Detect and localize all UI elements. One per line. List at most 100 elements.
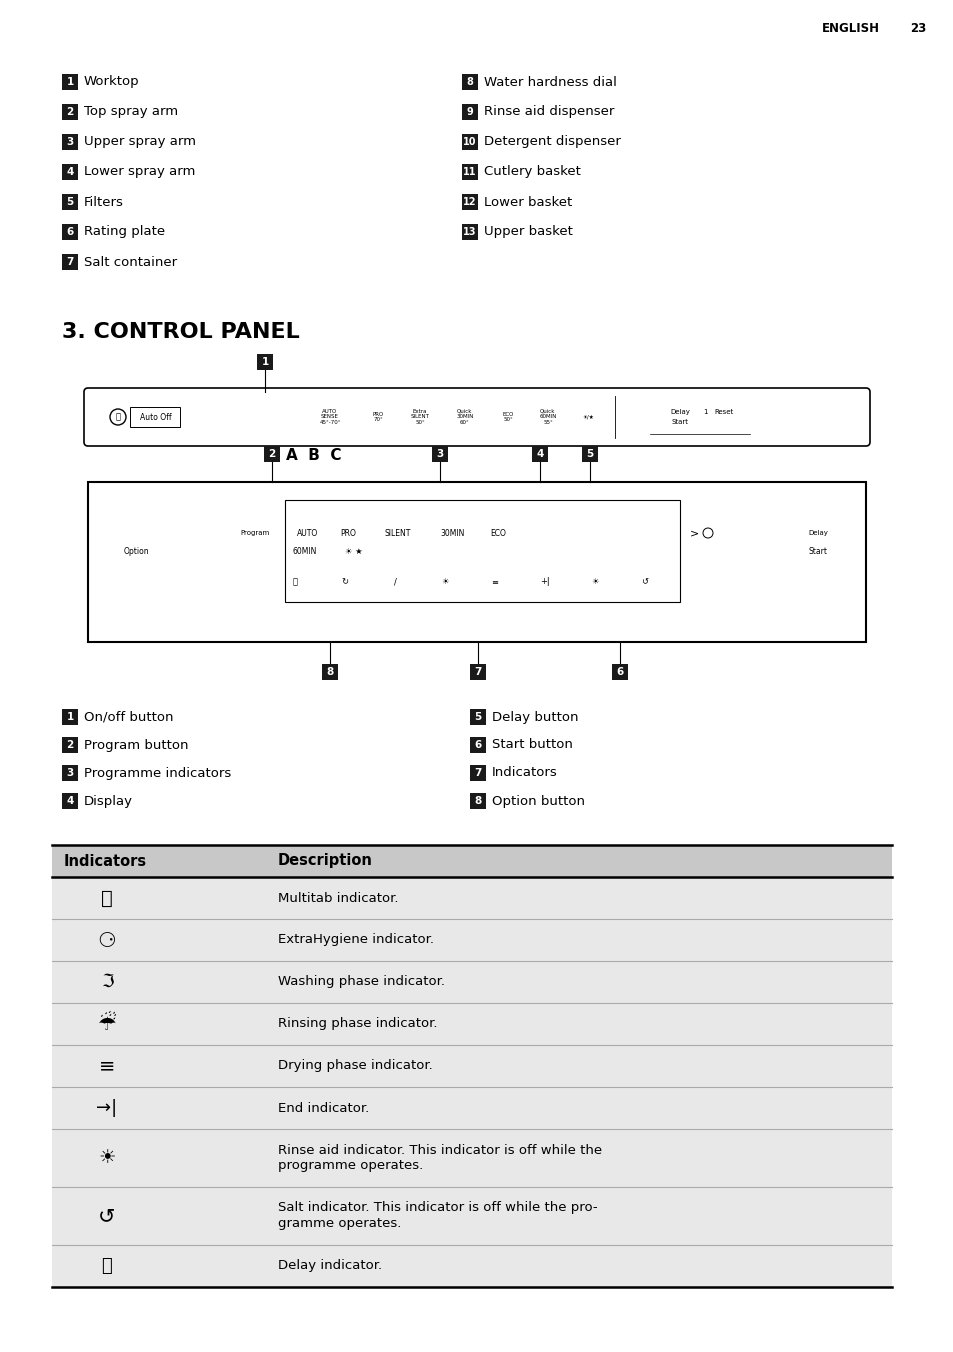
Text: Delay indicator.: Delay indicator. [277, 1260, 382, 1272]
Bar [461, 224, 477, 241]
Bar [322, 664, 337, 680]
Text: Salt indicator. This indicator is off while the pro-: Salt indicator. This indicator is off wh… [277, 1202, 597, 1214]
Text: Detergent dispenser: Detergent dispenser [483, 135, 620, 149]
Text: 23: 23 [909, 22, 925, 35]
Text: 9: 9 [466, 107, 473, 118]
Bar [62, 708, 78, 725]
Text: 6: 6 [616, 667, 623, 677]
Text: ☀/★: ☀/★ [581, 415, 593, 419]
Text: →|: →| [96, 1099, 117, 1117]
Bar [470, 664, 485, 680]
Bar [461, 134, 477, 150]
Text: SILENT: SILENT [385, 529, 411, 538]
Bar [52, 1129, 891, 1187]
Bar [470, 708, 485, 725]
Bar [62, 224, 78, 241]
Bar [461, 74, 477, 91]
Text: On/off button: On/off button [84, 711, 173, 723]
Bar [52, 1245, 891, 1287]
Text: programme operates.: programme operates. [277, 1160, 423, 1172]
Bar [62, 794, 78, 808]
Text: 3: 3 [436, 449, 443, 458]
Bar [62, 193, 78, 210]
Text: 7: 7 [67, 257, 73, 266]
Text: ☀ ★: ☀ ★ [345, 546, 362, 556]
Text: Indicators: Indicators [492, 767, 558, 780]
Bar [52, 961, 891, 1003]
Bar [264, 446, 280, 462]
Text: ⚆: ⚆ [97, 930, 116, 950]
Text: AUTO
SENSE
45°-70°: AUTO SENSE 45°-70° [319, 408, 340, 426]
Text: ☀: ☀ [591, 577, 598, 587]
Text: Option: Option [123, 546, 149, 556]
Text: ℑ: ℑ [101, 973, 113, 991]
Text: Indicators: Indicators [64, 853, 147, 868]
Text: 3: 3 [67, 137, 73, 147]
Text: 5: 5 [474, 713, 481, 722]
Text: 30MIN: 30MIN [439, 529, 464, 538]
Text: Upper spray arm: Upper spray arm [84, 135, 195, 149]
Text: /: / [394, 577, 396, 587]
Text: Worktop: Worktop [84, 76, 139, 88]
Text: Description: Description [277, 853, 373, 868]
Text: 2: 2 [67, 107, 73, 118]
Bar [581, 446, 598, 462]
Bar [62, 134, 78, 150]
Bar [52, 1087, 891, 1129]
Text: Extra
SILENT
50°: Extra SILENT 50° [410, 408, 429, 426]
Text: ☔: ☔ [97, 1014, 116, 1034]
Text: Display: Display [84, 795, 132, 807]
Text: 6: 6 [67, 227, 73, 237]
Text: 5: 5 [67, 197, 73, 207]
Text: 10: 10 [463, 137, 476, 147]
Text: Washing phase indicator.: Washing phase indicator. [277, 976, 444, 988]
Text: Rinse aid dispenser: Rinse aid dispenser [483, 105, 614, 119]
Text: 1: 1 [261, 357, 269, 366]
Text: Program: Program [240, 530, 270, 535]
Bar [62, 104, 78, 120]
Bar [62, 737, 78, 753]
Text: Start: Start [671, 419, 688, 425]
Bar [52, 1045, 891, 1087]
Text: Lower spray arm: Lower spray arm [84, 165, 195, 178]
Bar [532, 446, 547, 462]
Text: Auto Off: Auto Off [140, 412, 172, 422]
Text: 5: 5 [586, 449, 593, 458]
Text: 11: 11 [463, 168, 476, 177]
Text: 8: 8 [474, 796, 481, 806]
Bar [470, 794, 485, 808]
Text: Reset: Reset [713, 410, 733, 415]
Bar [470, 765, 485, 781]
Text: 12: 12 [463, 197, 476, 207]
Text: ECO
50°: ECO 50° [502, 411, 513, 422]
Text: 7: 7 [474, 667, 481, 677]
Text: Salt container: Salt container [84, 256, 177, 269]
Bar [52, 877, 891, 919]
Text: Delay button: Delay button [492, 711, 578, 723]
Text: Rinse aid indicator. This indicator is off while the: Rinse aid indicator. This indicator is o… [277, 1144, 601, 1156]
Text: Start: Start [807, 546, 826, 556]
Text: 1: 1 [67, 713, 73, 722]
Text: 60MIN: 60MIN [293, 546, 317, 556]
Bar [130, 407, 180, 427]
Text: Upper basket: Upper basket [483, 226, 572, 238]
Bar [461, 104, 477, 120]
Text: Start button: Start button [492, 738, 572, 752]
Text: 13: 13 [463, 227, 476, 237]
Text: PRO: PRO [339, 529, 355, 538]
Text: Water hardness dial: Water hardness dial [483, 76, 617, 88]
Text: Delay: Delay [807, 530, 827, 535]
Text: Lower basket: Lower basket [483, 196, 572, 208]
Bar [62, 254, 78, 270]
Text: Delay: Delay [669, 410, 689, 415]
Text: Programme indicators: Programme indicators [84, 767, 231, 780]
Text: Quick
30MIN
60°: Quick 30MIN 60° [456, 408, 474, 426]
Text: +|: +| [539, 577, 549, 587]
Text: Top spray arm: Top spray arm [84, 105, 178, 119]
Text: 3. CONTROL PANEL: 3. CONTROL PANEL [62, 322, 299, 342]
Bar [470, 737, 485, 753]
Text: Option button: Option button [492, 795, 584, 807]
Text: ↺: ↺ [640, 577, 648, 587]
Text: 4: 4 [536, 449, 543, 458]
Text: 1: 1 [67, 77, 73, 87]
